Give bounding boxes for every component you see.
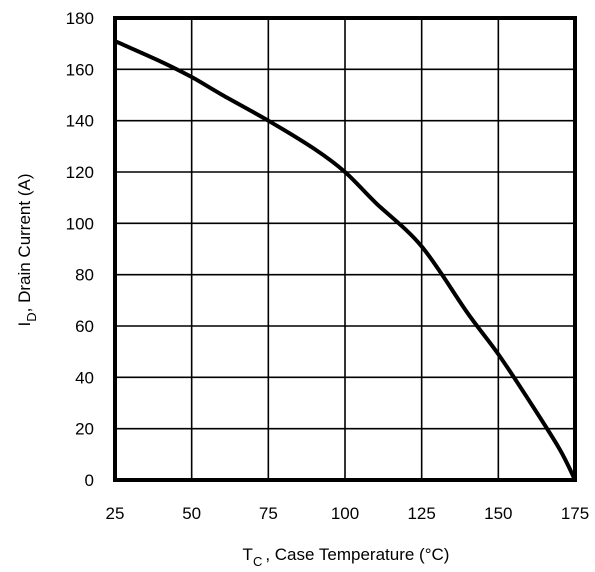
- x-tick-labels: 25 50 75 100 125 150 175: [106, 504, 590, 523]
- y-tick-label: 180: [66, 9, 94, 28]
- x-axis-label-sub: C: [253, 554, 262, 569]
- x-tick-label: 150: [484, 504, 512, 523]
- y-tick-label: 160: [66, 60, 94, 79]
- x-tick-label: 125: [407, 504, 435, 523]
- series-line: [113, 39, 577, 482]
- x-axis-label-main: T: [243, 545, 253, 564]
- y-tick-label: 0: [85, 471, 94, 490]
- y-tick-label: 140: [66, 112, 94, 131]
- y-tick-label: 100: [66, 214, 94, 233]
- plot-frame: [113, 16, 577, 482]
- y-axis-label: ID, Drain Current (A): [15, 174, 39, 327]
- x-tick-label: 50: [182, 504, 201, 523]
- grid-lines: [114, 17, 576, 481]
- x-tick-label: 25: [106, 504, 125, 523]
- x-axis-label: TC, Case Temperature (°C): [243, 545, 450, 569]
- x-tick-label: 175: [561, 504, 589, 523]
- x-axis-label-rest: , Case Temperature (°C): [265, 545, 449, 564]
- y-tick-labels: 0 20 40 60 80 100 120 140 160 180: [66, 9, 94, 490]
- y-tick-label: 40: [75, 368, 94, 387]
- y-tick-label: 120: [66, 163, 94, 182]
- y-axis-label-main: I: [15, 322, 34, 327]
- y-tick-label: 20: [75, 420, 94, 439]
- y-tick-label: 80: [75, 266, 94, 285]
- x-tick-label: 75: [259, 504, 278, 523]
- y-axis-label-sub: D: [24, 312, 39, 321]
- x-tick-label: 100: [331, 504, 359, 523]
- y-axis-label-rest: , Drain Current (A): [15, 174, 34, 313]
- y-tick-label: 60: [75, 317, 94, 336]
